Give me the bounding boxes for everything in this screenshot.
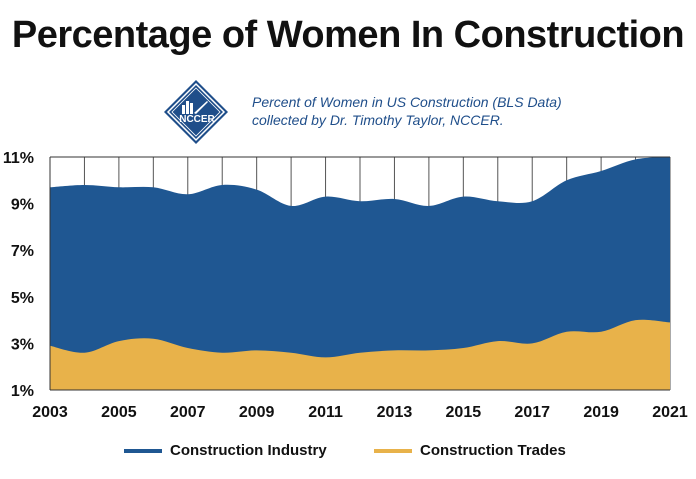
y-tick-label: 7% [11, 243, 34, 260]
x-tick-label: 2015 [446, 404, 482, 421]
x-tick-label: 2005 [101, 404, 137, 421]
x-tick-label: 2019 [583, 404, 619, 421]
legend-label-industry: Construction Industry [170, 442, 327, 459]
y-tick-label: 11% [3, 150, 34, 167]
series-area-industry [50, 157, 670, 390]
x-tick-label: 2007 [170, 404, 206, 421]
x-tick-label: 2003 [32, 404, 68, 421]
logo-text: NCCER [179, 114, 215, 125]
series-area-trades [50, 319, 670, 390]
nccer-diamond-logo: NCCER [164, 80, 228, 144]
area-chart: 1% 3% 5% 7% 9% 11% 2003 2005 2007 2009 2011 2013 201… [3, 150, 688, 421]
legend-label-trades: Construction Trades [420, 442, 566, 459]
legend-swatch-trades [374, 448, 412, 453]
chart-title: Percentage of Women In Construction [11, 14, 685, 56]
y-tick-label: 1% [11, 383, 34, 400]
chart-subtitle: Percent of Women in US Construction (BLS… [252, 93, 682, 129]
subtitle-line-2: collected by Dr. Timothy Taylor, NCCER. [252, 112, 504, 128]
subtitle-line-1: Percent of Women in US Construction (BLS… [252, 94, 562, 110]
x-tick-label: 2013 [377, 404, 413, 421]
y-tick-label: 3% [11, 336, 34, 353]
x-tick-label: 2011 [308, 404, 343, 421]
y-tick-label: 9% [11, 197, 34, 214]
legend-swatch-industry [124, 448, 162, 453]
legend-item-industry: Construction Industry [124, 442, 327, 459]
nccer-logo: NCCER [164, 80, 228, 144]
y-tick-label: 5% [11, 290, 34, 307]
chart-legend: Construction Industry Construction Trade… [0, 442, 696, 462]
x-tick-label: 2021 [652, 404, 688, 421]
x-tick-label: 2009 [239, 404, 275, 421]
legend-item-trades: Construction Trades [374, 442, 566, 459]
x-tick-label: 2017 [514, 404, 550, 421]
